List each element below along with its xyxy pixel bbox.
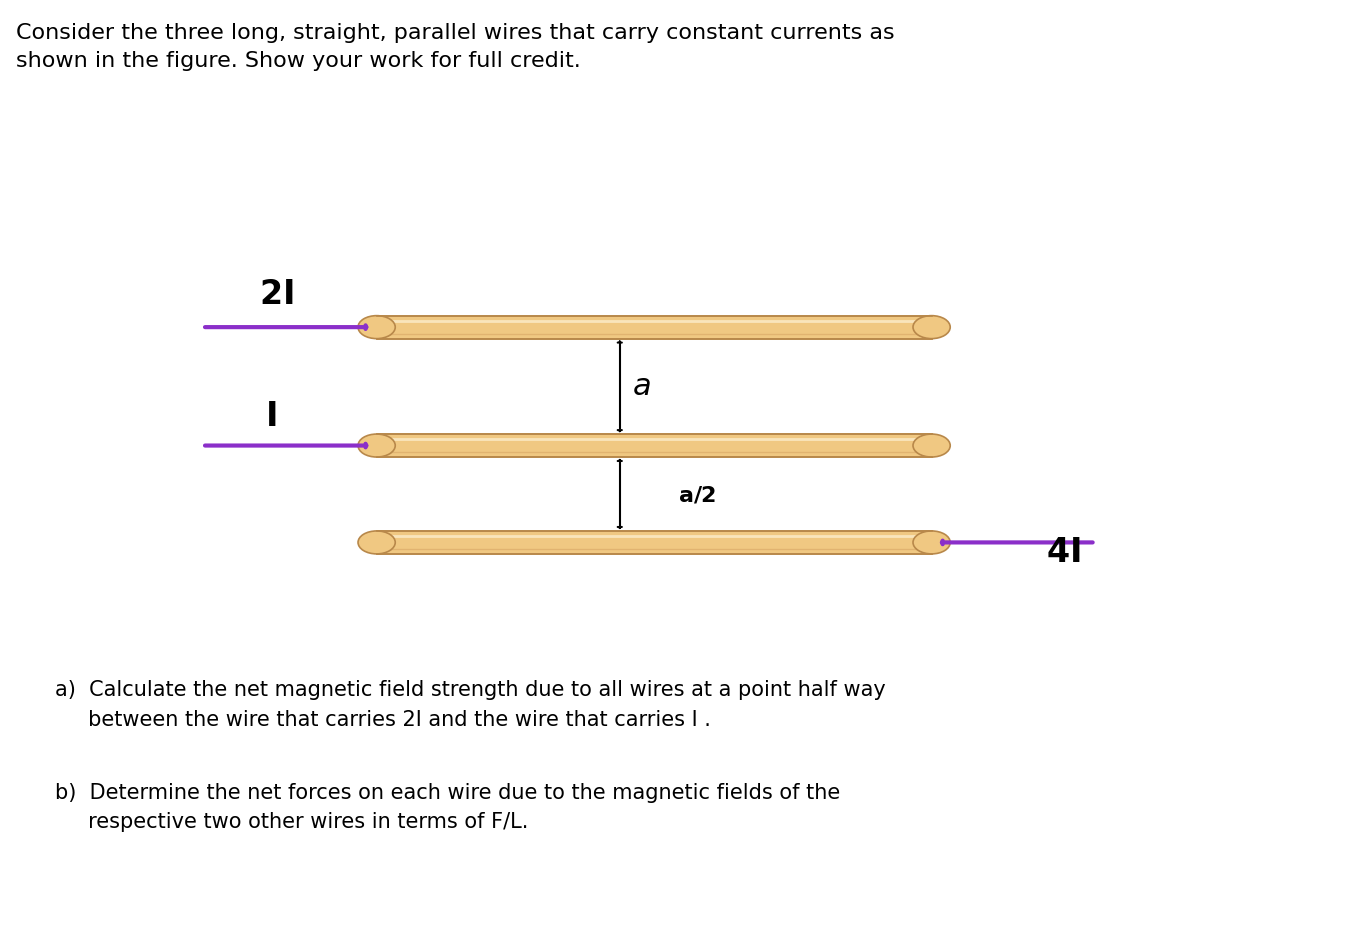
Text: $\mathbf{a/2}$: $\mathbf{a/2}$ bbox=[678, 485, 716, 505]
Bar bbox=[376, 316, 932, 338]
Text: a)  Calculate the net magnetic field strength due to all wires at a point half w: a) Calculate the net magnetic field stre… bbox=[55, 680, 885, 730]
Ellipse shape bbox=[913, 531, 951, 554]
Text: $\mathit{\mathbf{2I}}$: $\mathit{\mathbf{2I}}$ bbox=[259, 279, 293, 311]
Text: b)  Determine the net forces on each wire due to the magnetic fields of the
    : b) Determine the net forces on each wire… bbox=[55, 783, 840, 832]
Bar bbox=[376, 434, 932, 457]
Ellipse shape bbox=[357, 316, 396, 338]
Bar bbox=[376, 531, 932, 554]
Ellipse shape bbox=[913, 316, 951, 338]
Text: $\mathit{a}$: $\mathit{a}$ bbox=[632, 371, 651, 403]
Text: $\mathit{\mathbf{I}}$: $\mathit{\mathbf{I}}$ bbox=[265, 401, 277, 432]
Text: $\mathit{\mathbf{4I}}$: $\mathit{\mathbf{4I}}$ bbox=[1046, 537, 1082, 569]
Text: Consider the three long, straight, parallel wires that carry constant currents a: Consider the three long, straight, paral… bbox=[16, 23, 895, 72]
Ellipse shape bbox=[913, 434, 951, 457]
Ellipse shape bbox=[357, 531, 396, 554]
Ellipse shape bbox=[357, 434, 396, 457]
